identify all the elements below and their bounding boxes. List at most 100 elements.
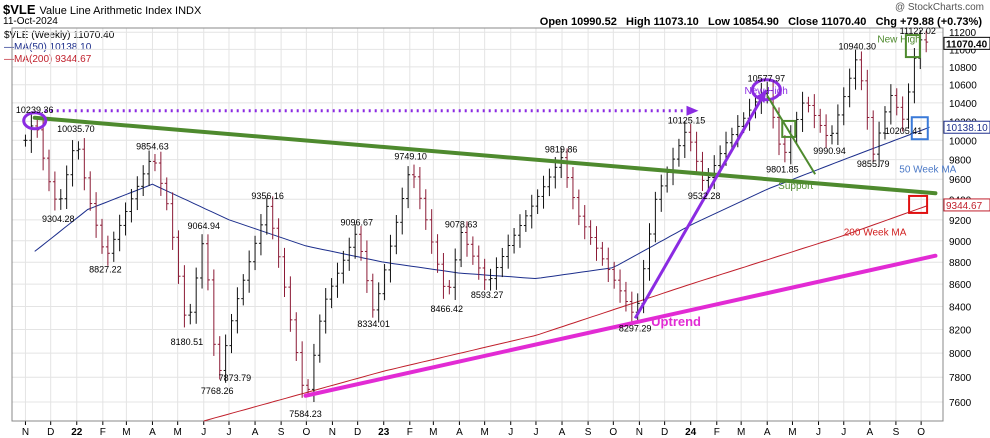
prior-high-circle xyxy=(22,111,48,131)
price-bar xyxy=(52,171,57,211)
x-tick-label: M xyxy=(737,427,745,438)
price-bar xyxy=(359,225,364,261)
price-bar xyxy=(300,341,305,398)
price-bar xyxy=(182,265,187,328)
x-tick-label: O xyxy=(609,427,617,438)
price-bar xyxy=(288,276,293,332)
price-tag: 10138.10 xyxy=(943,120,990,134)
price-bar xyxy=(270,196,275,240)
price-bar xyxy=(829,125,834,145)
price-bar xyxy=(565,148,570,188)
x-tick-label: A xyxy=(559,427,566,438)
price-bar xyxy=(435,234,440,273)
chart-annotation: 50 Week MA xyxy=(899,164,956,175)
low-value: 10854.90 xyxy=(733,16,779,28)
price-bar xyxy=(535,189,540,214)
price-bar xyxy=(576,189,581,226)
open-label: Open xyxy=(539,16,568,28)
price-bar xyxy=(441,252,446,299)
x-tick-label: N xyxy=(22,427,29,438)
y-tick-label: 9600 xyxy=(949,175,972,186)
price-label: 7584.23 xyxy=(289,409,322,419)
price-bar xyxy=(647,223,652,281)
price-bar xyxy=(29,114,34,153)
high-label: High xyxy=(626,16,651,28)
symbol-text: $VLE xyxy=(3,2,36,17)
ma200-line xyxy=(203,205,929,422)
price-bar xyxy=(847,68,852,108)
price-bar xyxy=(247,250,252,293)
price-bar xyxy=(464,221,469,257)
x-tick-label: F xyxy=(407,427,413,438)
price-bar xyxy=(47,149,52,192)
price-bar xyxy=(129,188,134,223)
price-bar xyxy=(676,138,681,167)
price-bar xyxy=(406,166,411,209)
x-tick-label: F xyxy=(714,427,720,438)
price-label: 11122.02 xyxy=(900,26,936,36)
price-bar xyxy=(335,262,340,298)
price-bar xyxy=(694,131,699,173)
y-tick-label: 8000 xyxy=(949,349,972,360)
y-tick-label: 10400 xyxy=(949,99,977,110)
price-label: 10035.70 xyxy=(57,124,95,134)
price-bar xyxy=(488,268,493,291)
price-bar xyxy=(88,171,93,211)
price-bar xyxy=(459,226,464,268)
x-tick-label: M xyxy=(174,427,182,438)
price-bar xyxy=(241,274,246,306)
y-tick-label: 8400 xyxy=(949,303,972,314)
uptrend-arrow-shaft xyxy=(633,89,768,320)
close-value: 11070.40 xyxy=(821,16,867,28)
x-tick-label: A xyxy=(149,427,156,438)
x-tick-label: D xyxy=(354,427,361,438)
price-bar xyxy=(170,192,175,250)
new-high-arrowhead xyxy=(686,105,699,116)
price-label: 8180.51 xyxy=(171,337,204,347)
price-label: 8297.29 xyxy=(619,323,652,333)
y-tick-label: 8200 xyxy=(949,326,972,337)
price-label: 8334.01 xyxy=(357,319,390,329)
chart-annotation: Uptrend xyxy=(651,314,701,329)
price-bar xyxy=(105,235,110,266)
price-bar xyxy=(353,223,358,259)
price-bar xyxy=(147,150,152,186)
price-bar xyxy=(152,154,157,172)
price-bar xyxy=(158,151,163,196)
price-bar xyxy=(329,278,334,309)
price-bar xyxy=(877,121,882,167)
price-bar xyxy=(835,104,840,146)
price-bar xyxy=(476,245,481,280)
price-bar xyxy=(894,88,899,116)
price-bar xyxy=(447,279,452,295)
price-bar xyxy=(200,234,205,289)
price-tag: 9344.67 xyxy=(943,198,990,212)
x-tick-label: 24 xyxy=(685,427,697,438)
price-bar xyxy=(276,218,281,268)
price-bar xyxy=(223,334,228,383)
price-bar xyxy=(217,336,222,380)
chg-label: Chg xyxy=(875,16,897,28)
price-bar xyxy=(253,235,258,271)
price-label: 10940.30 xyxy=(838,42,876,52)
price-bar xyxy=(653,191,658,243)
price-bar xyxy=(135,176,140,211)
price-bar xyxy=(900,96,905,132)
price-bar xyxy=(529,194,534,229)
chg-value: +79.88 (+0.73%) xyxy=(900,16,982,28)
x-tick-label: A xyxy=(456,427,463,438)
price-bar xyxy=(423,189,428,230)
price-bar xyxy=(111,231,116,262)
price-bar xyxy=(629,291,634,324)
legend-ma200-text: MA(200) 9344.67 xyxy=(14,54,92,65)
price-bar xyxy=(806,96,811,113)
price-bar xyxy=(841,87,846,126)
price-bar xyxy=(506,234,511,269)
x-tick-label: N xyxy=(636,427,643,438)
x-tick-label: J xyxy=(201,427,206,438)
price-bar xyxy=(264,197,269,235)
price-bar xyxy=(429,209,434,254)
y-tick-label: 10600 xyxy=(949,81,977,92)
price-bar xyxy=(888,84,893,125)
price-bar xyxy=(594,226,599,261)
